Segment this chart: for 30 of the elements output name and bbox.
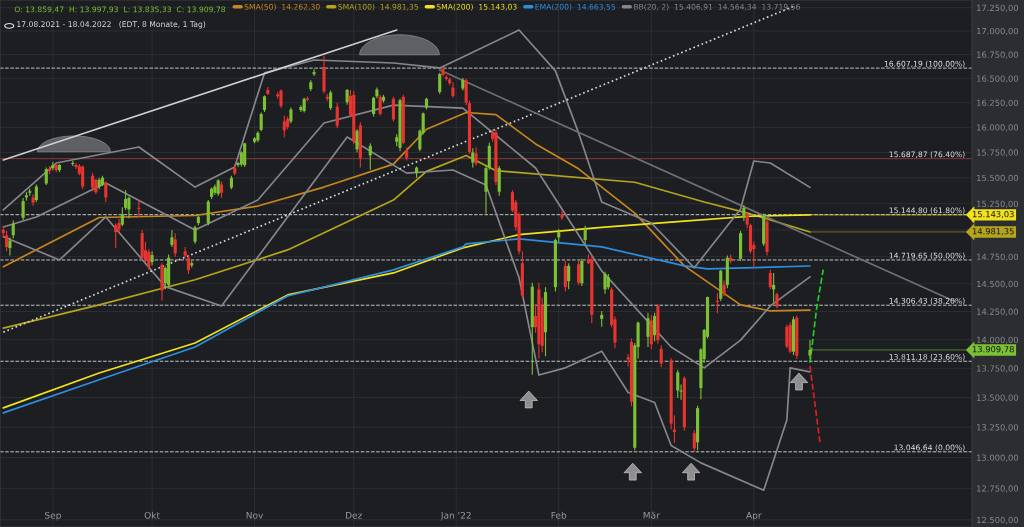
- x-tick-label: Nov: [246, 512, 264, 519]
- y-tick-label: 13.750,00: [977, 365, 1019, 373]
- y-tick-label: 16.000,00: [977, 124, 1019, 132]
- x-tick-label: Feb: [551, 511, 567, 519]
- y-tick-label: 17.250,00: [977, 4, 1019, 12]
- annotation: 14.981,35: [972, 228, 1014, 236]
- y-tick-label: 14.250,00: [977, 308, 1019, 316]
- y-tick-label: 16.750,00: [977, 51, 1019, 59]
- y-tick-label: 14.000,00: [977, 336, 1019, 344]
- x-tick-label: Okt: [144, 511, 160, 519]
- x-tick-label: Sep: [44, 511, 61, 521]
- y-tick-label: 12.750,00: [977, 485, 1019, 493]
- annotation: 13.909,78: [972, 346, 1014, 354]
- x-tick-label: Dez: [346, 512, 362, 519]
- y-tick-label: 16.500,00: [977, 75, 1019, 83]
- y-tick-label: 12.500,00: [977, 516, 1019, 524]
- x-tick-label: Jan '22: [440, 511, 471, 521]
- y-tick-label: 13.250,00: [977, 424, 1019, 432]
- y-tick-label: 14.500,00: [977, 280, 1019, 288]
- x-tick-label: Mär: [643, 511, 660, 519]
- y-tick-label: 14.750,00: [977, 253, 1019, 261]
- y-tick-label: 16.250,00: [977, 99, 1019, 107]
- y-tick-label: 13.500,00: [977, 394, 1019, 402]
- y-tick-label: 15.750,00: [977, 149, 1019, 157]
- annotation: 15.143,03: [972, 210, 1014, 219]
- x-tick-label: Apr: [746, 512, 762, 521]
- y-tick-label: 13.000,00: [977, 454, 1019, 462]
- y-tick-label: 15.250,00: [977, 200, 1019, 208]
- y-tick-label: 15.500,00: [977, 174, 1019, 182]
- y-tick-label: 17.000,00: [977, 27, 1019, 36]
